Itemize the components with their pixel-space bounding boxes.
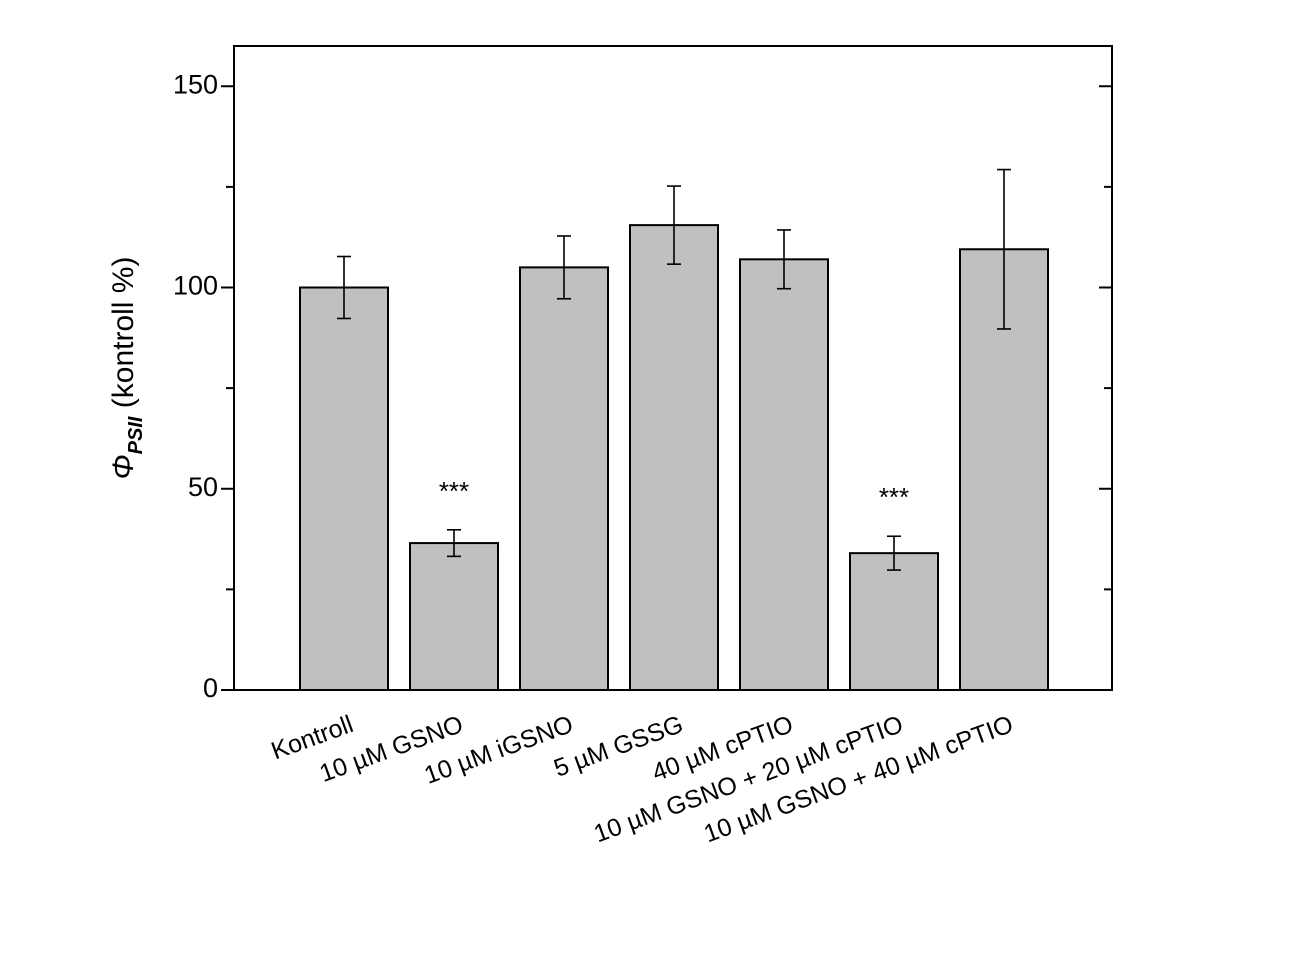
bars-layer	[299, 224, 1049, 692]
bar-4	[739, 258, 829, 691]
axes-layer	[221, 45, 1113, 691]
significance-label-5: ***	[879, 482, 909, 512]
y-tick-label-0: 0	[203, 673, 218, 703]
y-axis-title: ΦPSII (kontroll %)	[107, 257, 147, 480]
plot-frame	[233, 45, 1113, 691]
y-tick-label-50: 50	[188, 472, 218, 502]
significance-layer: *** ***	[439, 476, 909, 512]
bar-2	[519, 266, 609, 691]
bar-0	[299, 286, 389, 691]
bar-5	[849, 552, 939, 692]
error-bars-layer	[337, 168, 1011, 571]
y-tick-label-150: 150	[173, 69, 218, 99]
y-tick-label-100: 100	[173, 271, 218, 301]
y-axis-text: (kontroll %)	[107, 257, 140, 417]
significance-label-1: ***	[439, 476, 469, 506]
bar-1	[409, 542, 499, 692]
bar-3	[629, 224, 719, 692]
y-axis-symbol: Φ	[107, 454, 140, 479]
y-axis-subscript: PSII	[125, 416, 147, 454]
